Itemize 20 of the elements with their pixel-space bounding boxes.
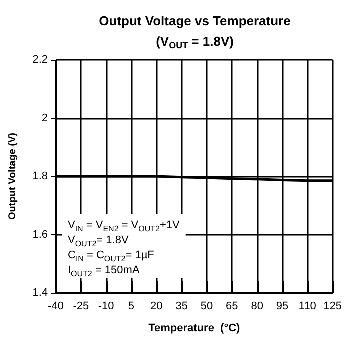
x-tick-label: -10 <box>98 300 114 312</box>
x-tick-label: -25 <box>73 300 90 312</box>
x-tick-label: 5 <box>128 300 135 312</box>
x-tick-label: 125 <box>324 300 342 312</box>
chart-title: Output Voltage vs Temperature <box>99 14 291 28</box>
x-axis-title: Temperature (°C) <box>148 322 241 334</box>
x-tick-label: 110 <box>298 300 316 312</box>
y-axis-title: Output Voltage (V) <box>8 132 18 220</box>
x-tick-label: 20 <box>150 300 163 312</box>
x-tick-label: 50 <box>200 300 214 312</box>
y-tick-label: 1.6 <box>32 228 48 241</box>
y-tick-label: 1.8 <box>32 170 48 182</box>
x-tick-label: 95 <box>276 300 289 312</box>
x-tick-label: -40 <box>48 300 64 312</box>
y-tick-label: 2.2 <box>32 54 48 66</box>
x-tick-label: 35 <box>176 300 188 312</box>
y-tick-label: 1.4 <box>32 287 48 299</box>
y-tick-label: 2 <box>42 112 48 124</box>
x-tick-label: 80 <box>251 300 264 312</box>
x-tick-label: 65 <box>226 300 238 312</box>
